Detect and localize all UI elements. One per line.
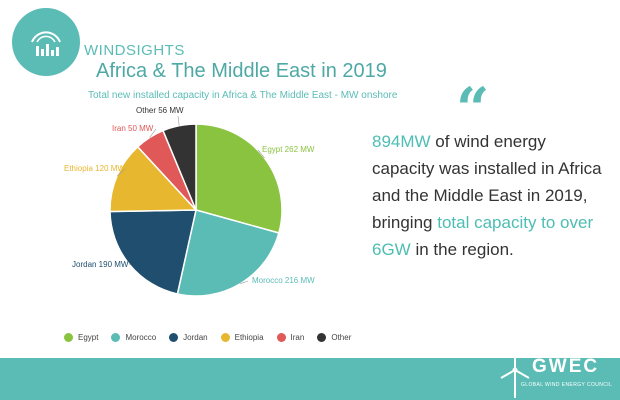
pie-slice-ethiopia — [109, 145, 198, 213]
legend-label-other: Other — [331, 333, 352, 342]
chart-legend: Egypt Morocco Jordan Ethiopia Iran Other — [64, 333, 364, 342]
statement-highlight-total: total capacity to over 6GW — [372, 213, 594, 259]
legend-item-ethiopia: Ethiopia — [220, 333, 264, 342]
legend-label-egypt: Egypt — [78, 333, 99, 342]
data-label-egypt: Egypt 262 MW — [262, 145, 315, 154]
leader-line-morocco — [240, 280, 249, 284]
wind-turbine-icon — [500, 354, 530, 398]
pie-slice-other — [162, 123, 197, 211]
legend-label-morocco: Morocco — [125, 333, 157, 342]
legend-swatch-ethiopia — [220, 333, 230, 342]
page-title: Africa & The Middle East in 2019 — [96, 60, 387, 82]
legend-item-other: Other — [317, 333, 351, 342]
quote-mark: “ — [456, 75, 490, 143]
leader-line-iran — [149, 128, 157, 138]
gwec-logo-text: GWEC — [532, 356, 600, 377]
legend-swatch-egypt — [64, 333, 73, 342]
leader-line-egypt — [257, 149, 265, 159]
legend-swatch-morocco — [111, 333, 121, 342]
legend-swatch-other — [317, 333, 327, 342]
pie-chart: Egypt 262 MW Morocco 216 MW Jordan 190 MW E… — [64, 106, 315, 297]
legend-swatch-iran — [276, 333, 286, 342]
legend-item-iran: Iran — [276, 333, 305, 342]
leader-line-ethiopia — [116, 168, 126, 177]
data-label-iran: Iran 50 MW — [112, 124, 154, 133]
leader-line-jordan — [129, 264, 131, 266]
legend-label-jordan: Jordan — [183, 333, 208, 342]
legend-label-iran: Iran — [290, 333, 305, 342]
legend-item-morocco: Morocco — [111, 333, 156, 342]
brand-name: WINDSIGHTS — [84, 42, 185, 59]
data-label-morocco: Morocco 216 MW — [252, 276, 315, 285]
legend-label-ethiopia: Ethiopia — [234, 333, 264, 342]
legend-item-egypt: Egypt — [64, 333, 98, 342]
data-label-jordan: Jordan 190 MW — [72, 260, 129, 269]
gwec-full-name: GLOBAL WIND ENERGY COUNCIL — [521, 382, 613, 388]
statement-text-1: of wind energy capacity was installed in… — [372, 132, 602, 232]
data-label-other: Other 56 MW — [136, 106, 184, 115]
footer-bar — [0, 358, 620, 400]
legend-swatch-jordan — [169, 333, 179, 342]
pie-slice-morocco — [176, 209, 280, 297]
legend-item-jordan: Jordan — [169, 333, 208, 342]
wind-chart-icon — [31, 31, 61, 56]
data-label-ethiopia: Ethiopia 120 MW — [64, 164, 125, 173]
key-statement: 894MW of wind energy capacity was instal… — [372, 128, 612, 263]
statement-text-2: in the region. — [410, 240, 514, 259]
windsights-logo — [12, 8, 80, 76]
leader-line-other — [177, 115, 180, 126]
statement-highlight-capacity: 894MW — [372, 132, 431, 151]
chart-subtitle: Total new installed capacity in Africa &… — [88, 90, 398, 101]
